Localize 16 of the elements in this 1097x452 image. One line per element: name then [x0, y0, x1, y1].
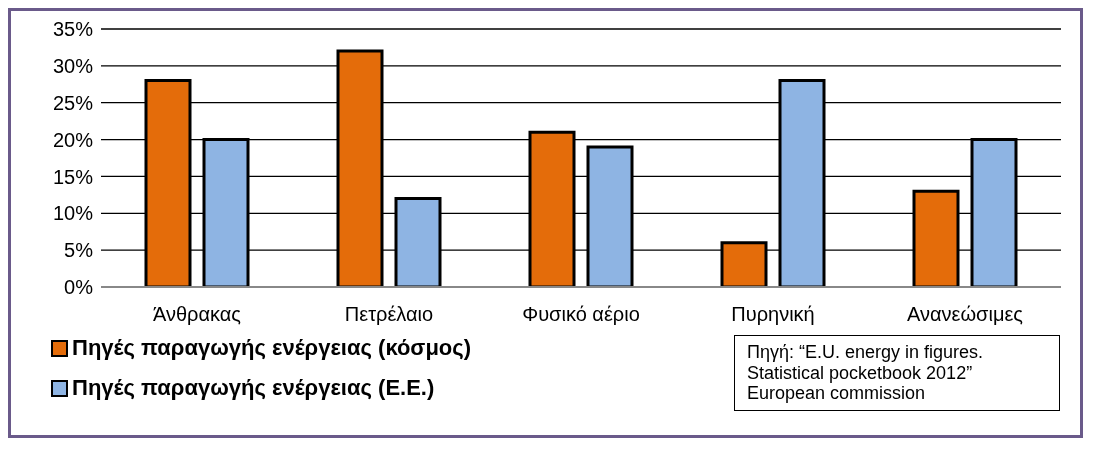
- x-tick-label: Φυσικό αέριο: [522, 303, 640, 326]
- x-tick-label: Πετρέλαιο: [344, 303, 434, 326]
- y-tick-label: 25%: [52, 91, 94, 114]
- y-tick-label: 15%: [52, 165, 94, 188]
- text: Πηγή: “E.U. energy in figures. Statistical pocketbook 2012” European commission: [734, 335, 1060, 412]
- x-tick-label: Πυρηνική: [731, 303, 815, 326]
- y-tick-label: 10%: [52, 202, 94, 225]
- y-tick-label: 5%: [64, 239, 94, 262]
- legend-label: Πηγές παραγωγής ενέργειας (κόσμος): [72, 335, 472, 361]
- y-tick-label: 20%: [52, 128, 94, 151]
- y-tick-label: 35%: [52, 18, 94, 41]
- legend-label: Πηγές παραγωγής ενέργειας (Ε.Ε.): [72, 375, 435, 401]
- x-tick-label: Άνθρακας: [152, 303, 242, 326]
- y-tick-label: 0%: [64, 276, 94, 299]
- y-tick-label: 30%: [52, 54, 94, 77]
- x-tick-label: Ανανεώσιμες: [907, 303, 1024, 326]
